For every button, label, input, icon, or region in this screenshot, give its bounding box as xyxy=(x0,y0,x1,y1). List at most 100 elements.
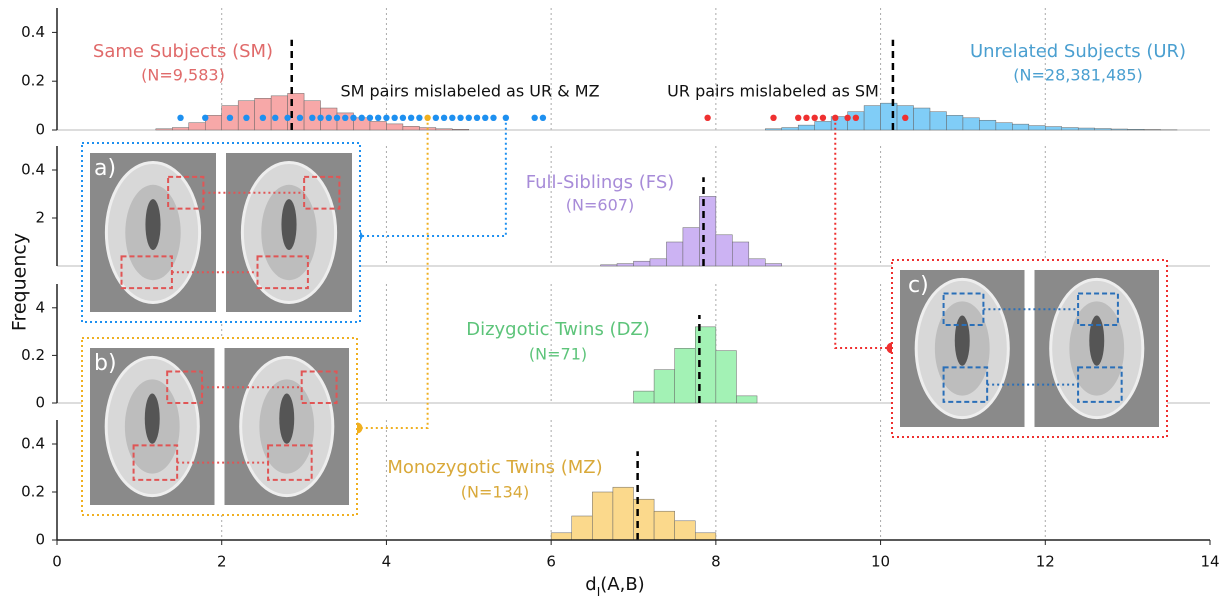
mislabeled-point xyxy=(853,115,859,121)
histogram-bar xyxy=(634,261,650,266)
histogram-bar xyxy=(798,125,814,130)
mislabeled-point xyxy=(902,115,908,121)
x-tick-label: 8 xyxy=(711,553,721,571)
histogram-bar xyxy=(551,533,572,540)
mislabeled-point xyxy=(202,115,208,121)
mislabeled-point xyxy=(177,115,183,121)
histogram-bar xyxy=(288,93,304,130)
y-axis-label: Frequency xyxy=(9,233,31,331)
x-axis-label: dJ(A,B) xyxy=(585,574,644,596)
ventricle xyxy=(1089,316,1104,366)
series-count: (N=607) xyxy=(566,196,634,215)
mislabeled-point xyxy=(391,115,397,121)
mislabeled-point xyxy=(482,115,488,121)
ventricle xyxy=(279,394,294,444)
histogram-bar xyxy=(699,196,715,266)
x-axis-label-part: d xyxy=(585,574,596,595)
histogram-bar xyxy=(370,121,386,130)
mislabeled-point xyxy=(490,115,496,121)
y-tick-label: 0.4 xyxy=(21,435,45,453)
histogram-bar xyxy=(749,259,765,266)
mislabeled-point xyxy=(350,115,356,121)
mislabeled-point xyxy=(540,115,546,121)
histogram-bar xyxy=(1062,128,1078,130)
mislabeled-point xyxy=(342,115,348,121)
mislabeled-point xyxy=(770,115,776,121)
histogram-bar xyxy=(172,128,188,130)
histogram-bar xyxy=(592,492,613,540)
histogram-bar xyxy=(963,118,979,130)
histogram-bar xyxy=(765,264,781,266)
series-name: Dizygotic Twins (DZ) xyxy=(466,319,650,340)
series-name: Unrelated Subjects (UR) xyxy=(970,41,1186,62)
mislabeled-point xyxy=(433,115,439,121)
mislabeled-point xyxy=(400,115,406,121)
y-tick-label: 0.2 xyxy=(21,483,45,501)
x-tick-label: 14 xyxy=(1200,553,1219,571)
x-tick-label: 0 xyxy=(52,553,62,571)
mislabeled-point xyxy=(375,115,381,121)
histogram-bar xyxy=(716,351,737,403)
y-tick-label: 0.2 xyxy=(21,346,45,364)
ventricle xyxy=(145,394,160,444)
histogram-bar xyxy=(634,391,655,403)
x-tick-label: 2 xyxy=(217,553,227,571)
mislabeled-point xyxy=(820,115,826,121)
histogram-bar xyxy=(650,259,666,266)
mislabeled-point xyxy=(466,115,472,121)
histogram-bar xyxy=(695,533,716,540)
histogram-bar xyxy=(156,129,172,130)
mislabeled-point xyxy=(844,115,850,121)
y-tick-label: 0.4 xyxy=(21,161,45,179)
histogram-bar xyxy=(996,123,1012,130)
histogram-bar xyxy=(666,242,682,266)
mislabeled-point xyxy=(272,115,278,121)
histogram-bar xyxy=(1095,129,1111,130)
ventricle xyxy=(281,199,296,250)
histogram-bar xyxy=(864,106,880,130)
inset-label: b) xyxy=(94,351,117,376)
histogram-bar xyxy=(782,128,798,130)
mislabeled-point xyxy=(309,115,315,121)
histogram-bar xyxy=(732,242,748,266)
mislabeled-point xyxy=(383,115,389,121)
histogram-bar xyxy=(1045,127,1061,130)
histogram-bar xyxy=(736,396,757,403)
histogram-bar xyxy=(601,265,617,266)
figure: 00.20.4Same Subjects (SM)(N=9,583)Unrela… xyxy=(0,0,1232,596)
mislabeled-point xyxy=(457,115,463,121)
histogram-bar xyxy=(881,103,897,130)
mislabeled-point xyxy=(424,115,430,121)
mislabeled-point xyxy=(803,115,809,121)
histogram-bar xyxy=(436,129,452,130)
mislabeled-point xyxy=(334,115,340,121)
histogram-bar xyxy=(271,96,287,130)
inset-label: a) xyxy=(94,156,116,181)
histogram-bar xyxy=(979,120,995,130)
y-tick-label: 4 xyxy=(35,298,45,316)
mislabeled-point xyxy=(284,115,290,121)
histogram-bar xyxy=(930,112,946,130)
x-tick-label: 4 xyxy=(382,553,392,571)
histogram-bar xyxy=(683,228,699,266)
histogram-bar xyxy=(617,264,633,266)
y-tick-label: 0 xyxy=(35,394,45,412)
ventricle xyxy=(955,316,970,366)
mislabeled-point xyxy=(243,115,249,121)
histogram-bar xyxy=(386,124,402,130)
histogram-bar xyxy=(716,235,732,266)
histogram-bar xyxy=(403,126,419,130)
histogram-bar xyxy=(654,370,675,403)
x-tick-label: 10 xyxy=(871,553,890,571)
mislabeled-point xyxy=(474,115,480,121)
mislabeled-point xyxy=(531,115,537,121)
histogram-bar xyxy=(1111,129,1127,130)
histogram-bar xyxy=(1012,124,1028,130)
histogram-bar xyxy=(675,521,696,540)
mislabeled-point xyxy=(795,115,801,121)
mislabeled-point xyxy=(359,115,365,121)
histogram-bar xyxy=(1128,129,1144,130)
inset-label: c) xyxy=(908,273,929,298)
histogram-bar xyxy=(946,115,962,130)
mislabeled-point xyxy=(449,115,455,121)
